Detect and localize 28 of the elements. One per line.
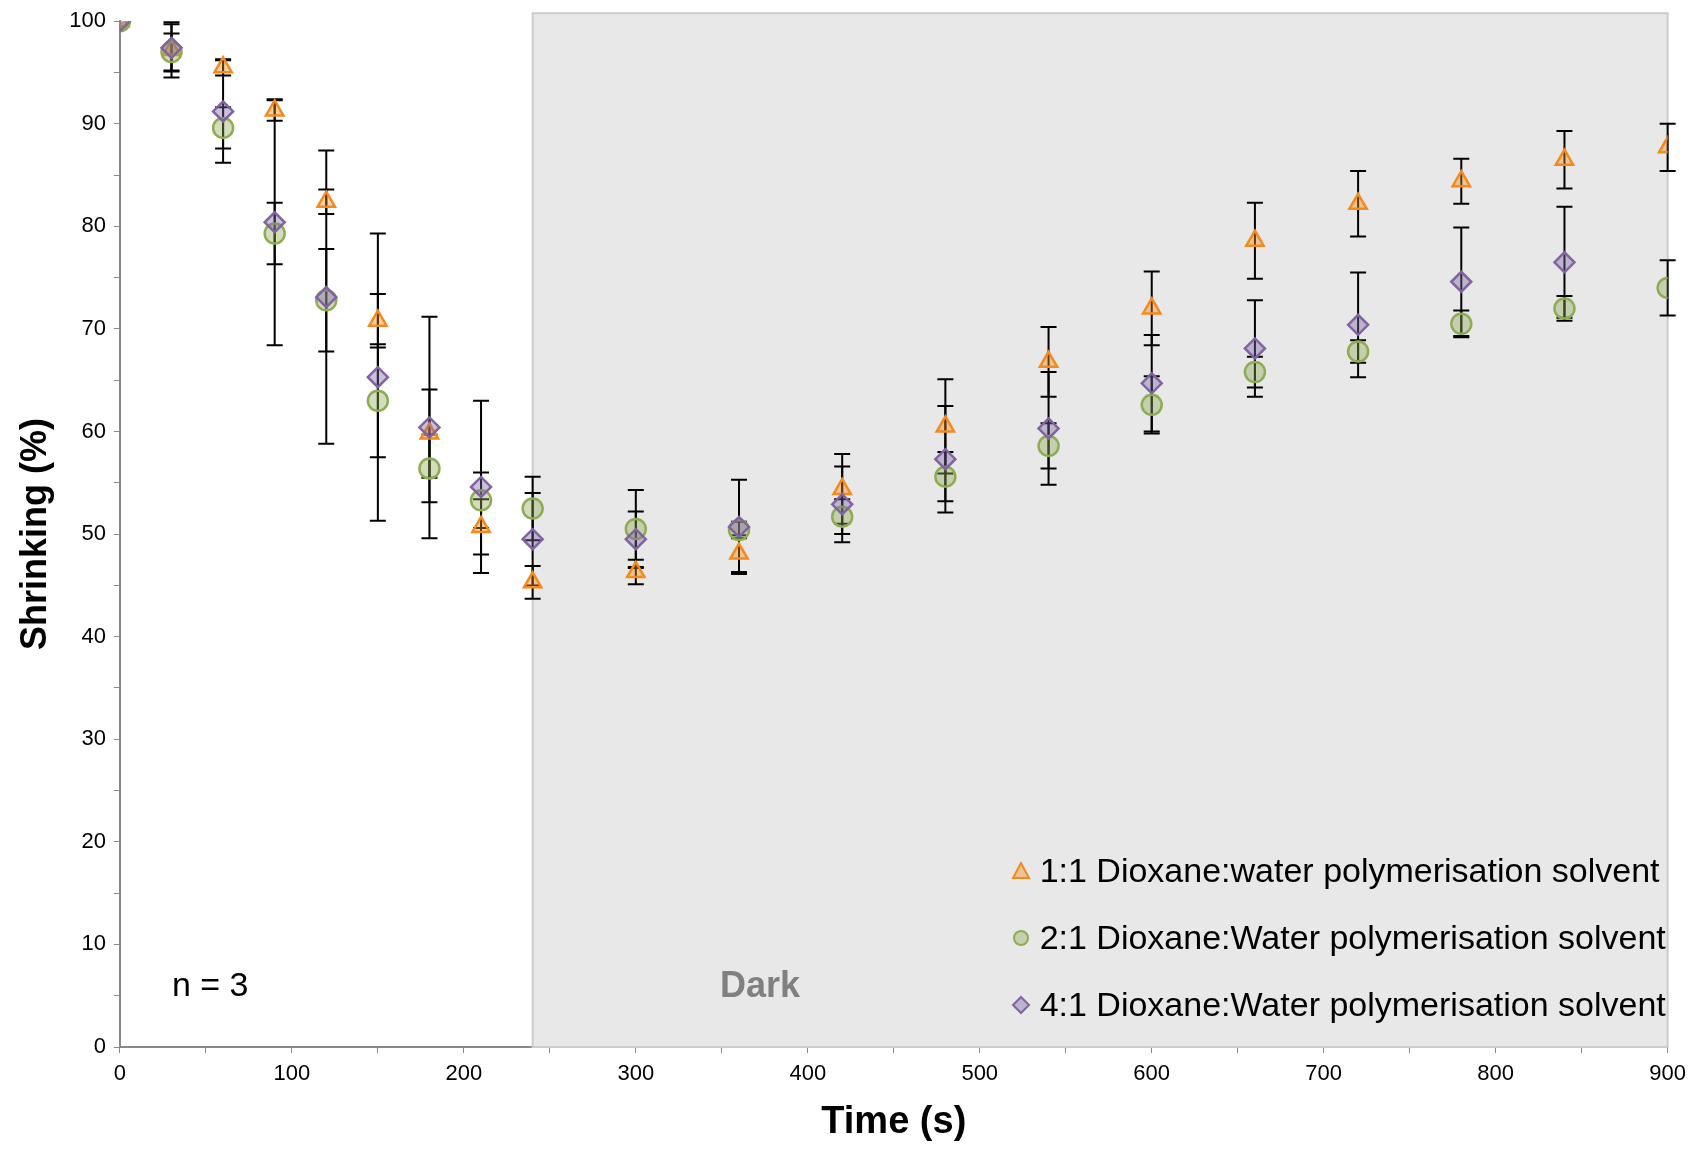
y-tick-label: 20	[81, 827, 106, 853]
y-tick-label: 100	[69, 7, 106, 33]
legend-label: 1:1 Dioxane:water polymerisation solvent	[1039, 851, 1660, 890]
x-tick-label: 500	[961, 1060, 999, 1086]
y-tick-label: 50	[81, 520, 106, 546]
x-tick-label: 300	[617, 1060, 655, 1086]
y-axis-title: Shrinking (%)	[12, 418, 54, 651]
band-label: Dark	[719, 964, 801, 1005]
x-tick-label: 0	[113, 1060, 127, 1086]
y-tick-label: 10	[81, 930, 106, 956]
x-tick-label: 600	[1133, 1060, 1171, 1086]
legend-label: 2:1 Dioxane:Water polymerisation solvent	[1039, 918, 1666, 957]
y-tick-label: 90	[81, 109, 106, 135]
y-tick-label: 80	[81, 212, 106, 238]
y-tick-label: 0	[93, 1033, 106, 1059]
x-tick-label: 400	[789, 1060, 827, 1086]
legend-label: 4:1 Dioxane:Water polymerisation solvent	[1039, 985, 1666, 1024]
y-tick-label: 30	[81, 725, 106, 751]
x-axis-title: Time (s)	[821, 1098, 967, 1141]
x-tick-label: 700	[1305, 1060, 1343, 1086]
annotation: n = 3	[171, 965, 249, 1004]
y-tick-label: 70	[81, 315, 106, 340]
x-tick-label: 200	[445, 1060, 483, 1086]
x-tick-label: 100	[273, 1060, 311, 1086]
y-tick-label: 40	[81, 622, 106, 648]
y-tick-label: 60	[81, 417, 106, 443]
x-tick-label: 800	[1477, 1060, 1515, 1086]
x-tick-label: 900	[1649, 1060, 1687, 1086]
